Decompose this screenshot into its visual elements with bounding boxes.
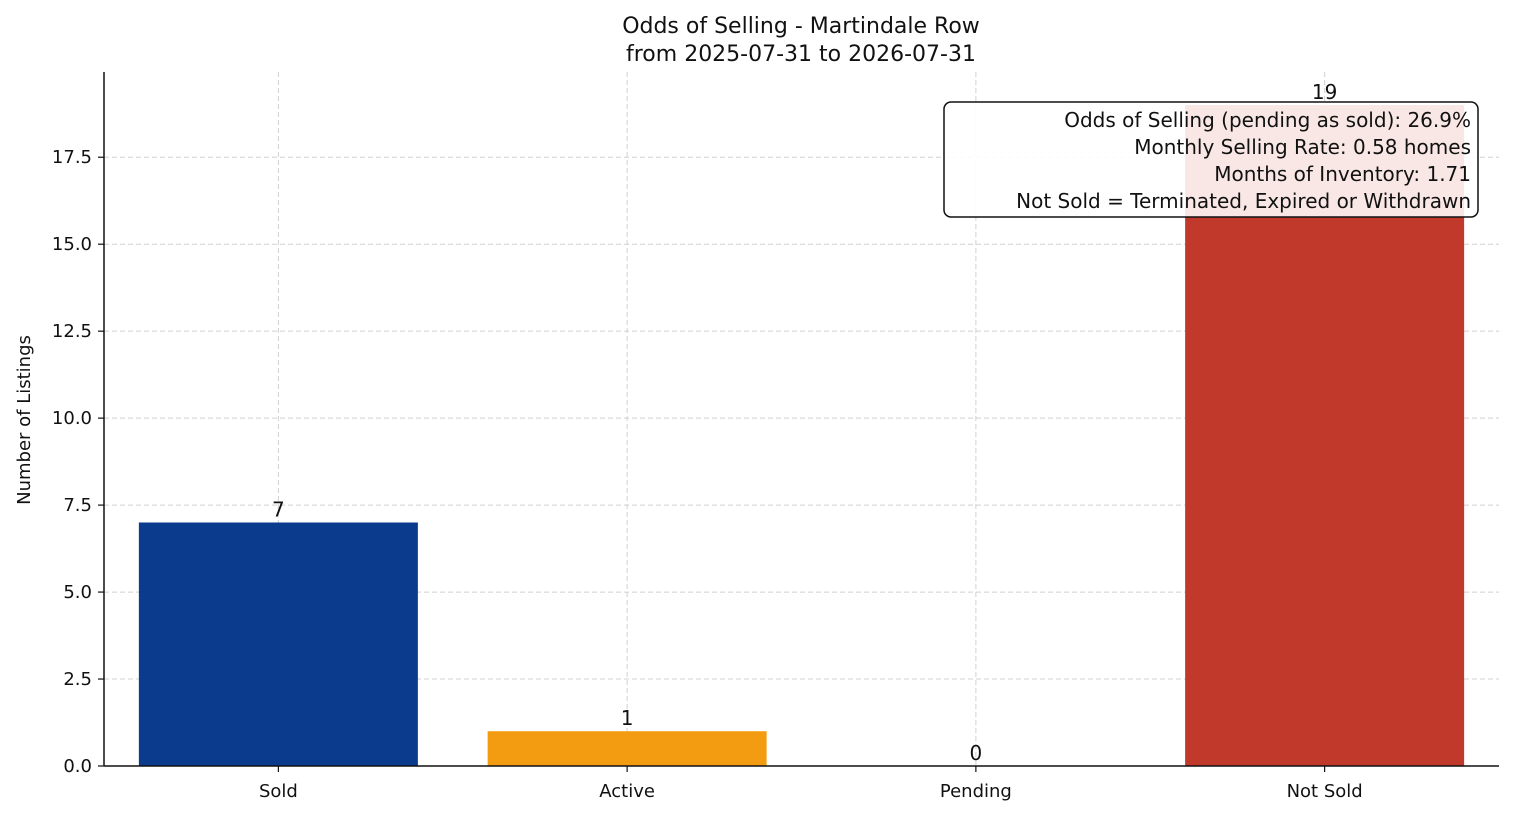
bar-value-label: 7 [272,497,285,521]
annotation-line: Odds of Selling (pending as sold): 26.9% [1064,108,1471,132]
x-tick-labels: Sold Active Pending Not Sold [259,766,1363,802]
x-tick-label: Sold [259,781,298,802]
y-tick-label: 15.0 [52,234,92,255]
annotation-box-frame [943,101,1479,218]
bar-value-label: 19 [1312,80,1337,104]
axes [103,72,1499,767]
x-tick-label: Pending [940,781,1012,802]
y-tick-labels: 0.0 2.5 5.0 7.5 10.0 12.5 15.0 17.5 [52,147,104,777]
y-tick-label: 17.5 [52,147,92,168]
y-axis-label: Number of Listings [14,335,35,505]
chart-subtitle: from 2025-07-31 to 2026-07-31 [626,42,976,67]
x-tick-label: Active [599,781,655,802]
bar-value-labels: 7 1 0 19 [272,80,1337,765]
chart-title: Odds of Selling - Martindale Row [622,14,980,39]
y-tick-label: 2.5 [63,669,92,690]
annotation-line: Not Sold = Terminated, Expired or Withdr… [1016,189,1471,213]
annotation-line: Months of Inventory: 1.71 [1214,162,1471,186]
stats-annotation-box: Odds of Selling (pending as sold): 26.9%… [943,101,1479,218]
annotation-line: Monthly Selling Rate: 0.58 homes [1134,135,1471,159]
bar-value-label: 1 [621,706,634,730]
y-tick-label: 5.0 [63,582,92,603]
y-tick-label: 10.0 [52,408,92,429]
bar-sold [138,522,418,766]
y-tick-label: 12.5 [52,321,92,342]
y-tick-label: 0.0 [63,756,92,777]
x-tick-label: Not Sold [1287,781,1363,802]
bar-active [487,731,767,766]
y-tick-label: 7.5 [63,495,92,516]
bar-value-label: 0 [970,741,983,765]
